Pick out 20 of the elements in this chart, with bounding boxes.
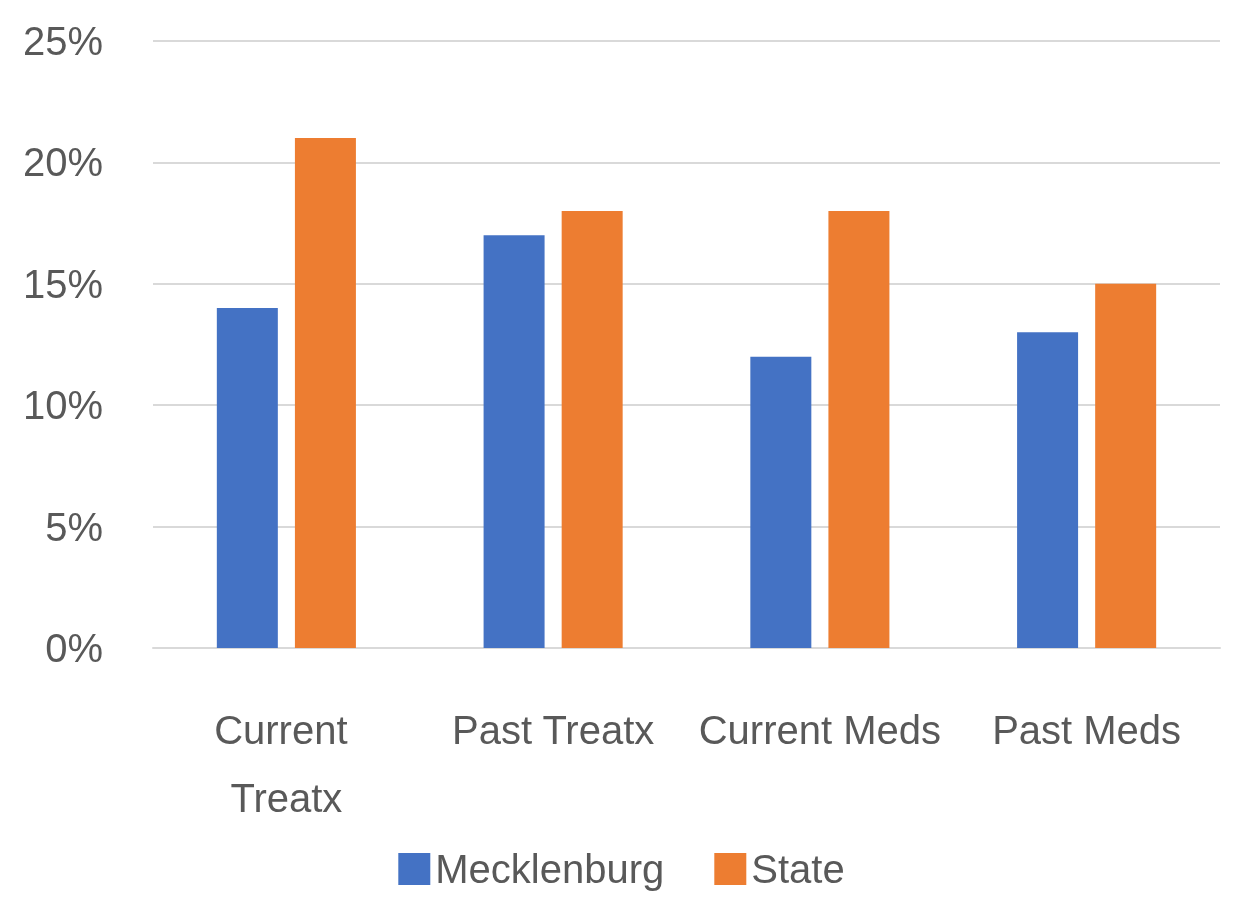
bar xyxy=(828,210,890,648)
x-tick-label: Current Meds xyxy=(698,708,942,752)
x-tick-label: Current Treatx xyxy=(214,708,359,820)
bar xyxy=(561,210,623,648)
y-tick-label: 25% xyxy=(22,19,103,63)
y-tick-label: 20% xyxy=(22,140,103,185)
bar xyxy=(294,138,356,648)
x-tick-label: Past Treatx xyxy=(451,708,655,752)
bar xyxy=(216,308,278,648)
x-tick-label: Past Meds xyxy=(992,708,1182,752)
bar xyxy=(483,235,545,648)
y-tick-label: 10% xyxy=(22,383,103,428)
legend-label: Mecklenburg xyxy=(435,847,665,891)
y-tick-label: 5% xyxy=(45,504,103,549)
y-tick-label: 0% xyxy=(45,626,103,670)
y-tick-label: 15% xyxy=(22,261,103,306)
bar xyxy=(750,356,812,648)
legend-label: State xyxy=(751,847,845,891)
bar xyxy=(1017,332,1079,648)
bar xyxy=(1095,283,1157,648)
